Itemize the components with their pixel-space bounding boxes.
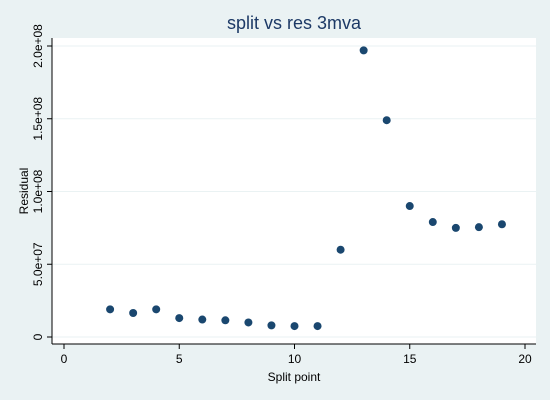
- data-point: [474, 223, 483, 232]
- data-point: [405, 202, 414, 211]
- y-tick-label: 5.0e+07: [31, 242, 45, 286]
- data-point: [152, 305, 161, 314]
- data-point: [451, 223, 460, 232]
- data-points: [106, 46, 506, 331]
- data-point: [198, 315, 207, 324]
- y-tick-label: 1.0e+08: [31, 169, 45, 213]
- data-point: [267, 321, 276, 330]
- chart-title: split vs res 3mva: [227, 13, 362, 33]
- data-point: [290, 322, 299, 331]
- data-point: [129, 308, 138, 317]
- x-tick-label: 10: [288, 352, 302, 366]
- x-tick-label: 20: [518, 352, 532, 366]
- grid-lines: [52, 45, 536, 338]
- data-point: [313, 322, 322, 331]
- y-axis-label: Residual: [17, 168, 31, 215]
- y-axis-ticks: 0 5.0e+07 1.0e+08 1.5e+08 2.0e+08: [31, 24, 52, 340]
- data-point: [497, 220, 506, 229]
- y-tick-label: 1.5e+08: [31, 97, 45, 141]
- x-tick-label: 5: [176, 352, 183, 366]
- data-point: [106, 305, 115, 314]
- data-point: [244, 318, 253, 327]
- y-tick-label: 0: [31, 333, 45, 340]
- x-axis-ticks: 0 5 10 15 20: [61, 344, 532, 366]
- data-point: [221, 316, 230, 325]
- x-axis-label: Split point: [268, 370, 321, 384]
- data-point: [175, 314, 184, 323]
- data-point: [336, 245, 345, 254]
- data-point: [359, 46, 368, 55]
- x-tick-label: 15: [403, 352, 417, 366]
- data-point: [428, 218, 437, 227]
- data-point: [382, 116, 391, 125]
- y-tick-label: 2.0e+08: [31, 24, 45, 68]
- x-tick-label: 0: [61, 352, 68, 366]
